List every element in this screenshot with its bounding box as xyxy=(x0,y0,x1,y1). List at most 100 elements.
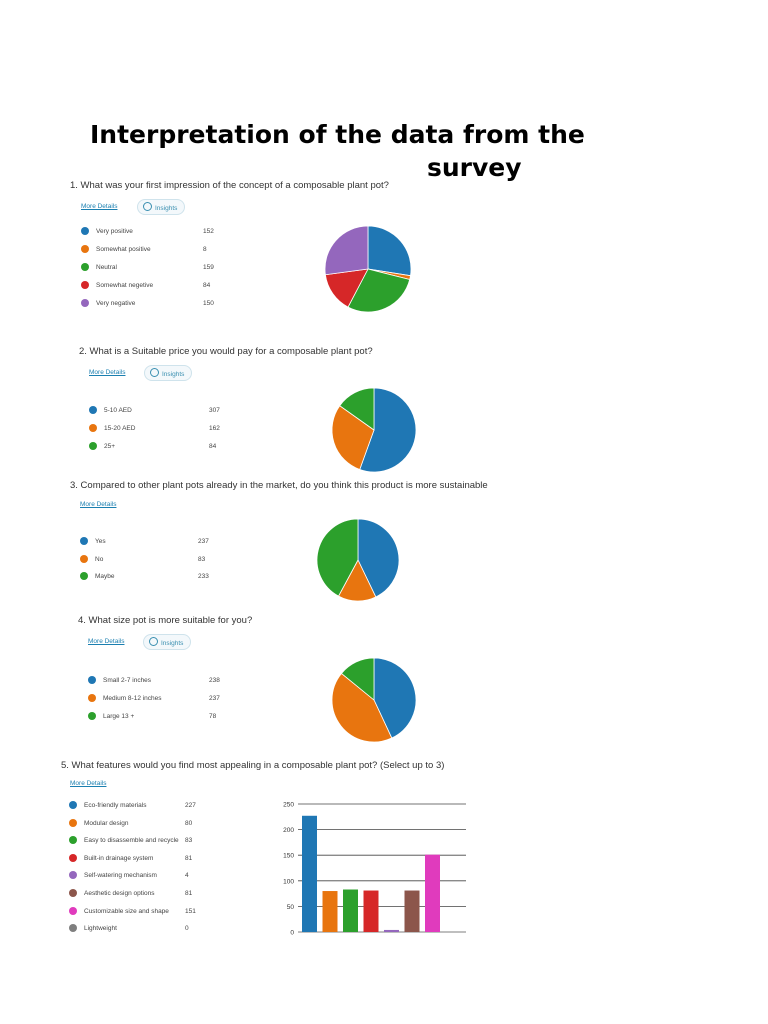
legend-swatch xyxy=(80,554,88,563)
legend-item-self-watering-mechanism: Self-watering mechanism 4 xyxy=(69,871,269,883)
legend-label: 5-10 AED xyxy=(104,407,132,414)
legend-swatch xyxy=(69,818,77,827)
legend-label: Easy to disassemble and recycle xyxy=(84,837,179,845)
page-title-line-2: survey xyxy=(427,153,522,182)
legend-value: 80 xyxy=(185,819,193,827)
page-title-line-1: Interpretation of the data from the xyxy=(90,120,585,149)
legend-label: Modular design xyxy=(84,819,129,827)
legend-item-somewhat-negetive: Somewhat negetive 84 xyxy=(81,281,281,293)
legend-item-large-13: Large 13 + 78 xyxy=(88,712,288,724)
legend-value: 8 xyxy=(203,246,207,253)
y-tick-label: 200 xyxy=(283,827,294,834)
insights-label: Insights xyxy=(161,640,184,647)
more-details-link[interactable]: More Details xyxy=(88,638,125,645)
pie-slice-very-positive xyxy=(367,225,412,277)
legend-swatch xyxy=(89,424,97,432)
legend-value: 233 xyxy=(198,573,209,580)
y-tick-label: 250 xyxy=(283,802,294,809)
legend-swatch xyxy=(69,889,77,897)
pie-slice-15-20-aed xyxy=(331,405,375,471)
legend-label: Eco-friendly materials xyxy=(84,802,147,809)
legend-label: Built-in drainage system xyxy=(84,854,154,862)
more-details-link[interactable]: More Details xyxy=(89,369,126,376)
legend-item-modular-design: Modular design 80 xyxy=(69,818,269,831)
more-details-link[interactable]: More Details xyxy=(70,780,107,787)
legend-item-5-10-aed: 5-10 AED 307 xyxy=(89,406,289,418)
legend-item-built-in-drainage-system: Built-in drainage system 81 xyxy=(69,853,269,866)
legend-swatch xyxy=(69,906,77,915)
bar-built-in-drainage-system xyxy=(363,890,379,932)
legend-item-customizable-size-and-shape: Customizable size and shape 151 xyxy=(69,906,269,919)
legend-value: 227 xyxy=(185,802,196,809)
legend-item-neutral: Neutral 159 xyxy=(81,263,281,275)
legend-value: 4 xyxy=(185,872,189,880)
question-text: 5. What features would you find most app… xyxy=(61,760,445,771)
bar-customizable-size-and-shape xyxy=(425,854,440,932)
legend-swatch xyxy=(69,924,77,933)
legend-item-easy-to-disassemble-and-recycle: Easy to disassemble and recycle 83 xyxy=(69,836,269,848)
pie-slice-somewhat-positive xyxy=(367,268,411,281)
question-text: 4. What size pot is more suitable for yo… xyxy=(78,615,253,626)
pie-slice-small-2-7-inches xyxy=(373,657,417,739)
legend-swatch xyxy=(69,801,77,809)
y-tick-label: 100 xyxy=(283,878,294,885)
legend-item-yes: Yes 237 xyxy=(80,537,280,549)
legend-label: Very positive xyxy=(96,228,133,235)
pie-slice-somewhat-negetive xyxy=(324,268,369,308)
legend-label: Small 2-7 inches xyxy=(103,677,152,684)
legend-swatch xyxy=(88,694,96,702)
legend-label: Neutral xyxy=(96,264,117,271)
legend-value: 78 xyxy=(209,713,217,720)
pie-slice-maybe xyxy=(316,518,359,597)
pie-slice-neutral xyxy=(347,268,411,313)
legend-item-aesthetic-design-options: Aesthetic design options 81 xyxy=(69,889,269,901)
question-text: 2. What is a Suitable price you would pa… xyxy=(79,346,373,357)
legend-label: Somewhat positive xyxy=(96,246,151,253)
legend-label: Somewhat negetive xyxy=(96,282,154,289)
bar-self-watering-mechanism xyxy=(384,929,399,932)
legend-value: 237 xyxy=(209,695,220,702)
legend-value: 238 xyxy=(209,677,220,684)
legend-value: 307 xyxy=(209,407,220,414)
insights-button[interactable]: Insights xyxy=(144,365,193,381)
legend-label: Maybe xyxy=(95,573,115,580)
legend-swatch xyxy=(81,299,89,307)
question-text: 3. Compared to other plant pots already … xyxy=(70,480,488,491)
legend-value: 81 xyxy=(185,854,193,862)
bar-easy-to-disassemble-and-recycle xyxy=(343,889,358,932)
y-tick-label: 50 xyxy=(287,904,295,911)
legend-item-medium-8-12-inches: Medium 8-12 inches 237 xyxy=(88,694,288,706)
legend-value: 152 xyxy=(203,228,214,235)
legend-swatch xyxy=(81,227,89,235)
more-details-link[interactable]: More Details xyxy=(81,203,118,210)
legend-label: Lightweight xyxy=(84,925,117,933)
legend-label: Medium 8-12 inches xyxy=(103,695,162,702)
insights-button[interactable]: Insights xyxy=(143,634,192,650)
legend-swatch xyxy=(89,442,97,450)
insights-button[interactable]: Insights xyxy=(137,199,186,215)
legend-value: 84 xyxy=(203,282,211,289)
legend-value: 159 xyxy=(203,264,214,271)
legend-item-somewhat-positive: Somewhat positive 8 xyxy=(81,245,281,257)
pie-slice-medium-8-12-inches xyxy=(331,672,393,743)
legend-label: Customizable size and shape xyxy=(84,907,169,915)
legend-value: 83 xyxy=(185,837,193,845)
legend-swatch xyxy=(81,263,89,271)
legend-value: 0 xyxy=(185,925,189,933)
pie-slice-5-10-aed xyxy=(359,387,417,473)
legend-value: 83 xyxy=(198,555,206,563)
more-details-link[interactable]: More Details xyxy=(80,501,117,508)
pie-slice-large-13 xyxy=(340,657,375,701)
legend-value: 162 xyxy=(209,425,220,432)
legend-swatch xyxy=(81,281,89,289)
pie-slice-no xyxy=(338,559,377,602)
legend-value: 237 xyxy=(198,538,209,545)
legend-label: 25+ xyxy=(104,443,116,450)
legend-swatch xyxy=(69,836,77,845)
insights-label: Insights xyxy=(155,205,178,212)
pie-slice-25 xyxy=(339,387,375,431)
pie-slice-very-negative xyxy=(324,225,369,276)
legend-label: Very negative xyxy=(96,300,136,307)
